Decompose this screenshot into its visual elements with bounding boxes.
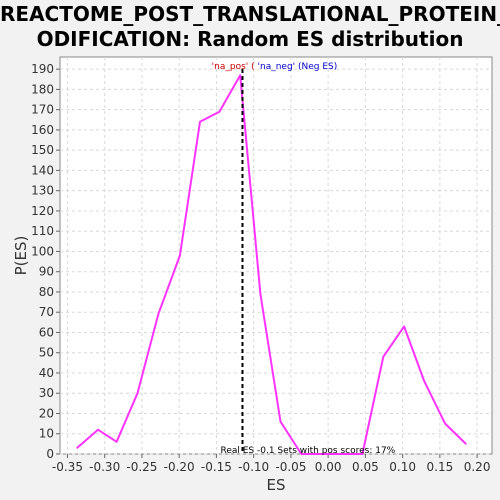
- annotation-na-pos: 'na_pos': [212, 62, 249, 72]
- x-tick-label: 0.15: [427, 460, 454, 474]
- series-point: [300, 453, 303, 455]
- x-tick-label: -0.20: [164, 460, 195, 474]
- y-tick-label: 40: [39, 366, 54, 380]
- series-point: [279, 420, 282, 423]
- series-point: [341, 453, 344, 455]
- y-axis: 0 10 20 30 40 50 60 70 80 90 100 110 120 130 140 150 160…: [31, 62, 60, 461]
- y-tick-label: 150: [31, 143, 54, 157]
- series-point: [239, 74, 242, 77]
- y-tick-label: 170: [31, 103, 54, 117]
- y-tick-label: 120: [31, 204, 54, 218]
- series-point: [136, 392, 139, 395]
- x-tick-label: -0.25: [126, 460, 157, 474]
- y-tick-label: 130: [31, 184, 54, 198]
- x-tick-label: -0.05: [275, 460, 306, 474]
- y-tick-label: 50: [39, 346, 54, 360]
- y-tick-label: 70: [39, 305, 54, 319]
- annotation-top: 'na_pos' ( 'na_neg' (Neg ES): [212, 62, 338, 72]
- y-tick-label: 0: [46, 447, 54, 461]
- series-point: [97, 428, 99, 431]
- series-point: [382, 355, 385, 358]
- y-tick-label: 30: [39, 386, 54, 400]
- chart-title-line-2: ODIFICATION: Random ES distribution: [36, 27, 464, 51]
- x-tick-label: -0.15: [201, 460, 232, 474]
- y-tick-label: 80: [39, 285, 54, 299]
- x-tick-label: 0.10: [389, 460, 416, 474]
- y-tick-label: 190: [31, 62, 54, 76]
- series-group: [76, 74, 467, 455]
- series-point: [199, 121, 201, 123]
- chart-title-line-1: REACTOME_POST_TRANSLATIONAL_PROTEIN_M: [0, 2, 500, 26]
- y-tick-label: 90: [39, 265, 54, 279]
- y-axis-title: P(ES): [12, 236, 30, 276]
- annotation-bottom: Real ES -0.1 Sets with pos scores: 17%: [220, 446, 395, 456]
- y-tick-label: 60: [39, 325, 54, 339]
- annotation-na-neg: 'na_neg' (Neg ES): [258, 62, 338, 72]
- y-tick-label: 140: [31, 163, 54, 177]
- x-tick-label: 0.00: [315, 460, 342, 474]
- series-line: [76, 74, 467, 455]
- x-tick-label: -0.35: [52, 460, 83, 474]
- series-point: [115, 441, 118, 443]
- series-point: [179, 254, 181, 257]
- series-point: [259, 293, 262, 295]
- x-axis: -0.35 -0.30 -0.25 -0.20 -0.15 -0.10 -0.05 0.00 0…: [52, 454, 491, 474]
- x-tick-label: -0.10: [238, 460, 269, 474]
- y-tick-label: 20: [39, 406, 54, 420]
- series-point: [423, 380, 426, 382]
- x-tick-label: 0.20: [464, 460, 491, 474]
- series-point: [403, 325, 405, 328]
- annotation-paren: (: [251, 62, 255, 72]
- series-point: [218, 110, 221, 113]
- y-tick-label: 10: [39, 427, 54, 441]
- chart-title: REACTOME_POST_TRANSLATIONAL_PROTEIN_M OD…: [0, 2, 500, 52]
- x-axis-title: ES: [267, 476, 286, 494]
- series-point: [157, 313, 160, 316]
- y-tick-label: 110: [31, 224, 54, 238]
- series-point: [465, 443, 467, 445]
- y-tick-label: 100: [31, 244, 54, 258]
- x-tick-label: -0.30: [89, 460, 120, 474]
- x-tick-label: 0.05: [352, 460, 379, 474]
- series-point: [444, 422, 446, 425]
- series-point: [320, 453, 323, 455]
- series-point: [76, 447, 78, 449]
- y-tick-label: 160: [31, 123, 54, 137]
- series-point: [361, 453, 364, 455]
- y-tick-label: 180: [31, 82, 54, 96]
